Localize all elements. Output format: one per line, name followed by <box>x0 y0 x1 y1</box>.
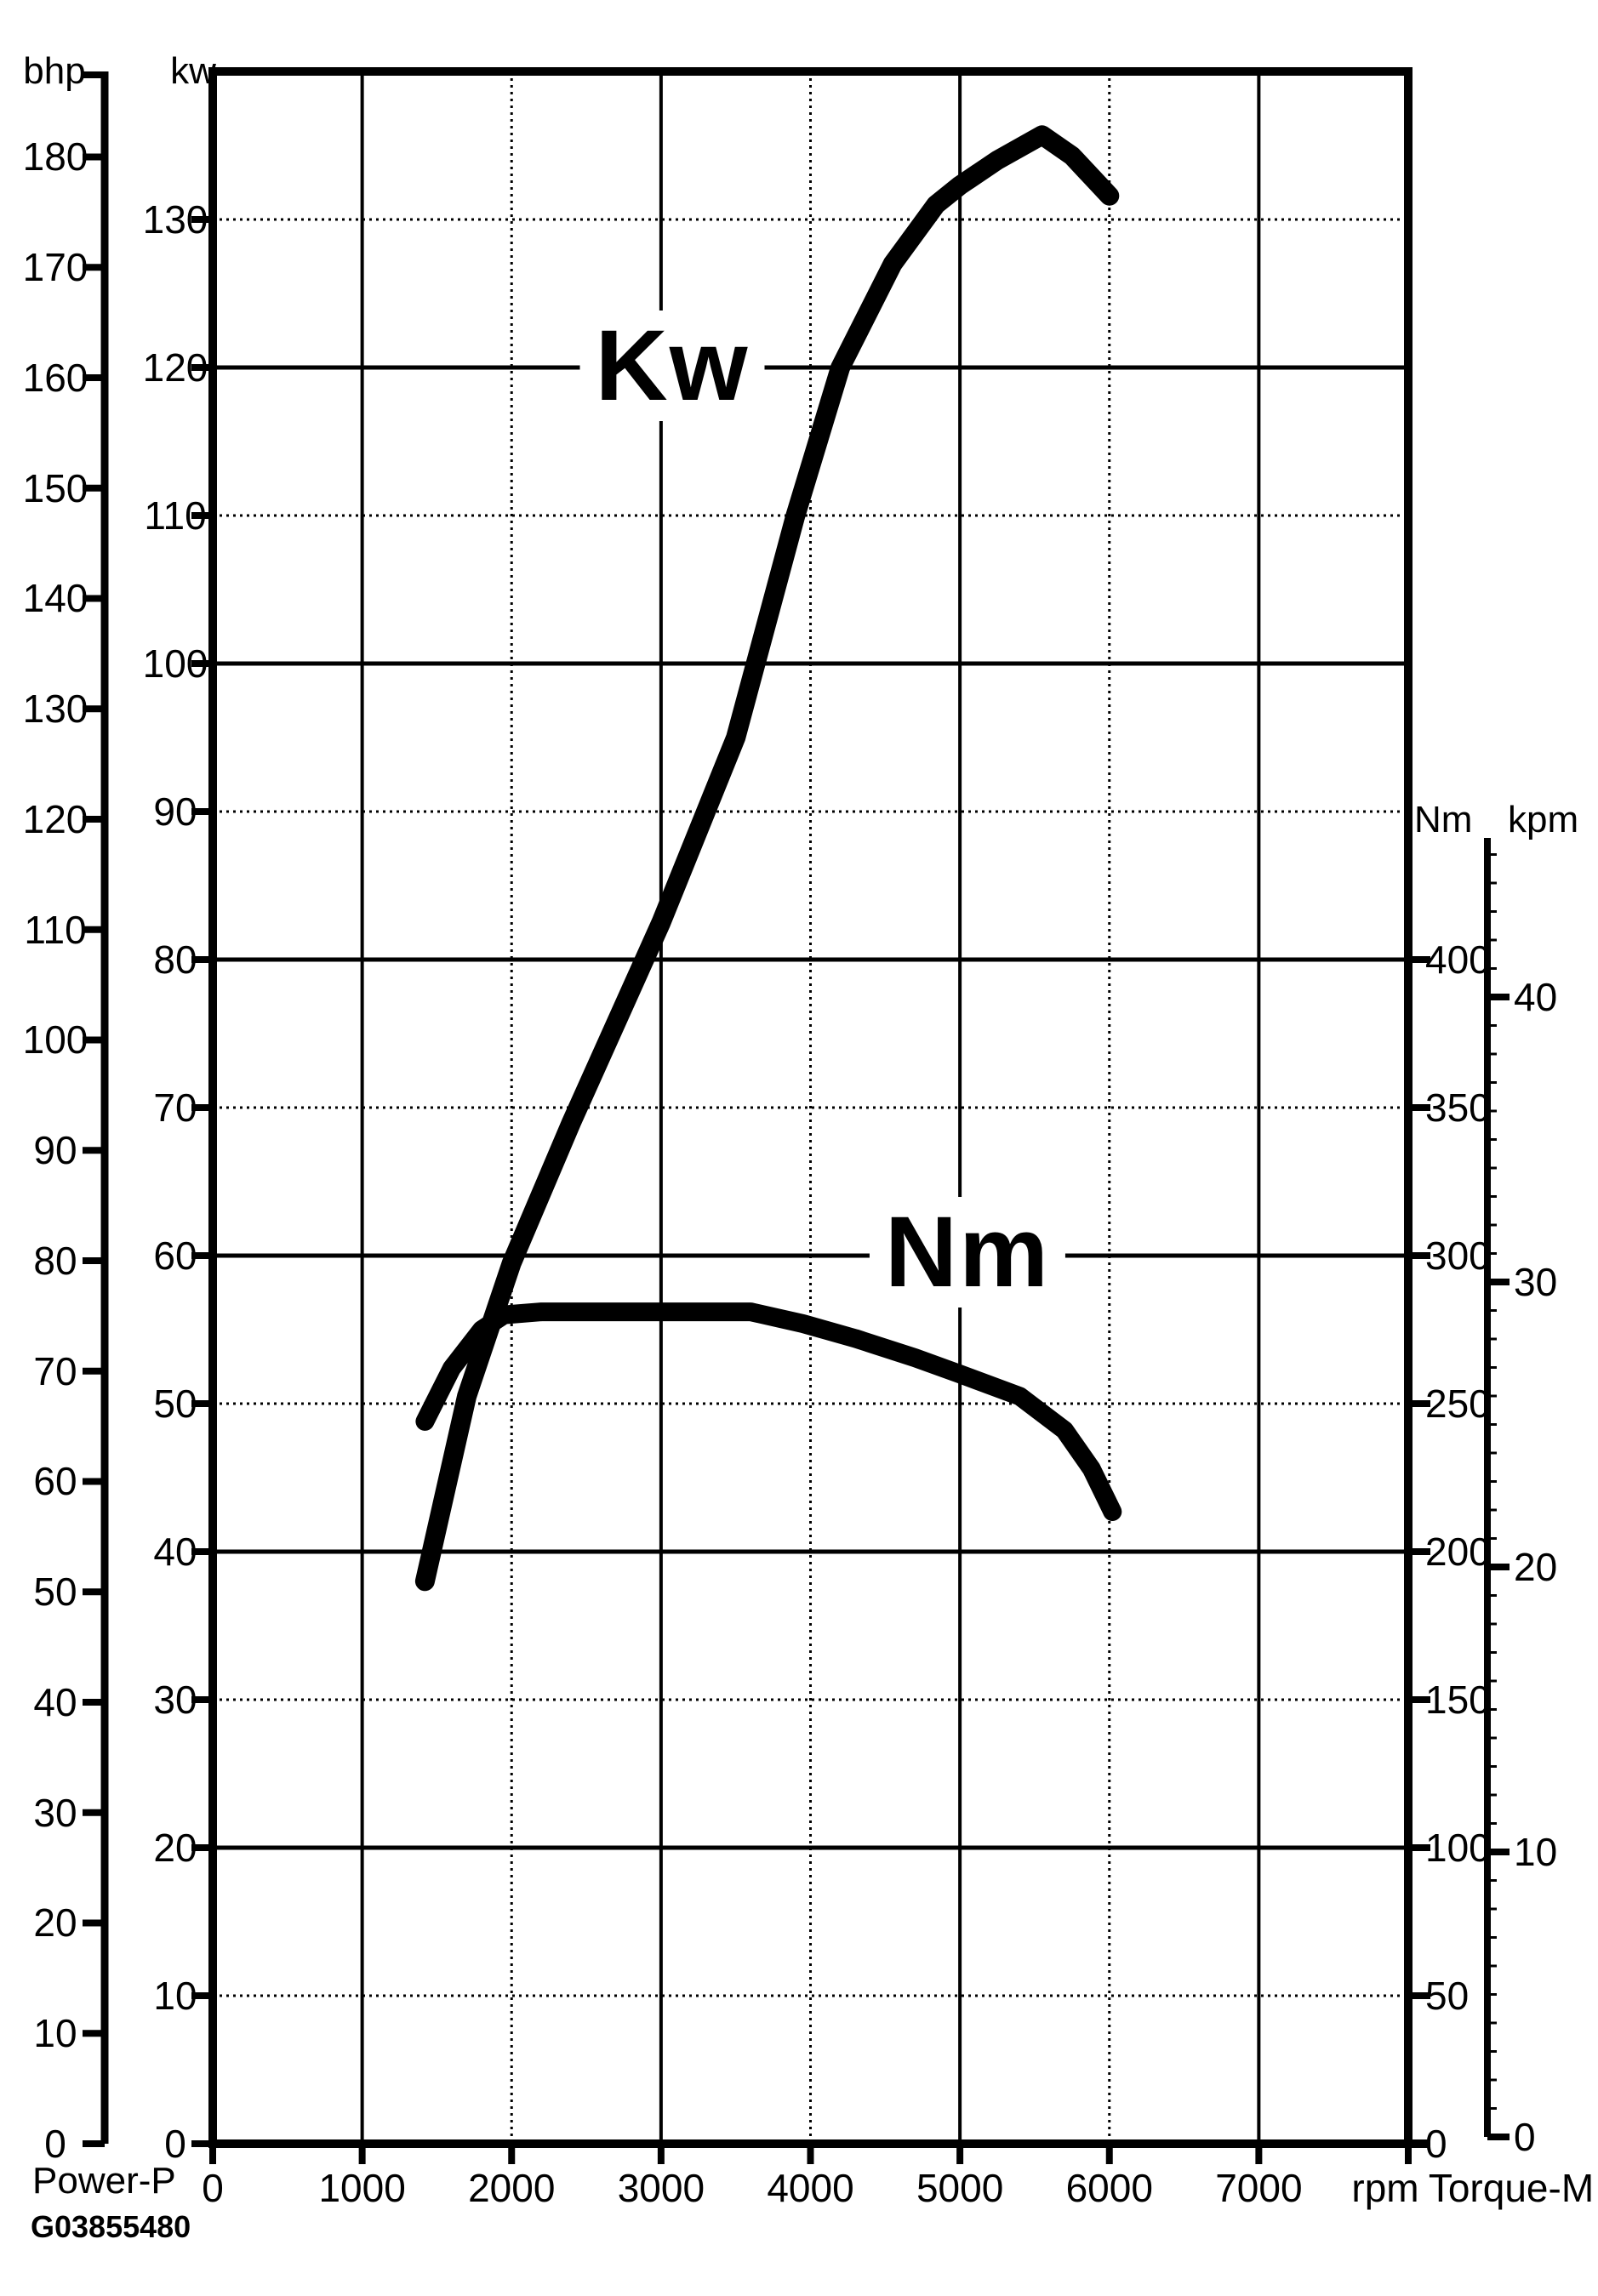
tick-label: 30 <box>33 1790 77 1835</box>
tick-label: 0 <box>44 2122 66 2166</box>
tick-label: 130 <box>142 197 208 242</box>
tick-label: 350 <box>1425 1085 1491 1130</box>
tick-label: 40 <box>33 1679 77 1724</box>
tick-label: 200 <box>1425 1530 1491 1574</box>
tick-label: 10 <box>153 1974 197 2018</box>
power-footer-label: Power-P <box>32 2160 176 2202</box>
tick-label: 6000 <box>1065 2166 1153 2210</box>
tick-label: 20 <box>1514 1545 1558 1589</box>
torque-curve-label: Nm <box>869 1197 1066 1308</box>
tick-label: 0 <box>1514 2115 1536 2159</box>
tick-label: 50 <box>1425 1974 1470 2018</box>
tick-label: 170 <box>22 245 88 290</box>
tick-label: 20 <box>153 1826 197 1870</box>
tick-label: 60 <box>33 1459 77 1504</box>
tick-label: 80 <box>153 937 197 982</box>
tick-label: 70 <box>33 1348 77 1393</box>
tick-label: 10 <box>33 2011 77 2056</box>
tick-label: 0 <box>202 2166 224 2210</box>
tick-label: 80 <box>33 1238 77 1283</box>
tick-label: 20 <box>33 1900 77 1946</box>
tick-label: 140 <box>22 576 88 621</box>
kw-axis-title: kw <box>170 50 216 92</box>
tick-label: 10 <box>1514 1830 1558 1874</box>
tick-label: 150 <box>22 465 88 510</box>
tick-label: 70 <box>153 1085 197 1130</box>
power-curve-label: Kw <box>579 311 765 421</box>
tick-label: 50 <box>153 1382 197 1426</box>
tick-label: 100 <box>22 1017 88 1063</box>
tick-label: 130 <box>22 687 88 732</box>
tick-label: 5000 <box>916 2166 1004 2210</box>
tick-label: 50 <box>33 1570 77 1615</box>
tick-label: 0 <box>1425 2122 1447 2166</box>
tick-label: 1000 <box>318 2166 406 2210</box>
tick-label: 300 <box>1425 1233 1491 1278</box>
tick-label: 180 <box>22 134 88 179</box>
tick-label: 90 <box>33 1128 77 1173</box>
tick-label: 4000 <box>767 2166 854 2210</box>
tick-label: 60 <box>153 1233 197 1278</box>
tick-label: 30 <box>1514 1260 1558 1304</box>
tick-label: 100 <box>1425 1826 1491 1870</box>
tick-label: 0 <box>164 2122 186 2166</box>
nm-axis-title: Nm <box>1414 799 1473 840</box>
tick-label: 150 <box>1425 1678 1491 1722</box>
tick-label: 2000 <box>468 2166 556 2210</box>
rpm-axis-title: rpm <box>1351 2166 1419 2210</box>
tick-label: 40 <box>153 1530 197 1574</box>
tick-label: 3000 <box>617 2166 705 2210</box>
tick-label: 30 <box>153 1678 197 1722</box>
kpm-axis-title: kpm <box>1508 799 1579 840</box>
tick-label: 7000 <box>1215 2166 1303 2210</box>
tick-label: 90 <box>153 789 197 834</box>
tick-label: 250 <box>1425 1382 1491 1426</box>
tick-label: 400 <box>1425 937 1491 982</box>
tick-label: 110 <box>144 493 207 538</box>
tick-label: 100 <box>142 641 208 686</box>
torque-footer-label: Torque-M <box>1428 2166 1595 2210</box>
tick-label: 40 <box>1514 975 1558 1019</box>
tick-label: 110 <box>24 907 87 952</box>
tick-label: 120 <box>142 345 208 390</box>
tick-label: 120 <box>22 796 88 841</box>
tick-label: 160 <box>22 355 88 400</box>
bhp-axis-title: bhp <box>23 50 86 92</box>
figure-code: G03855480 <box>31 2209 191 2244</box>
